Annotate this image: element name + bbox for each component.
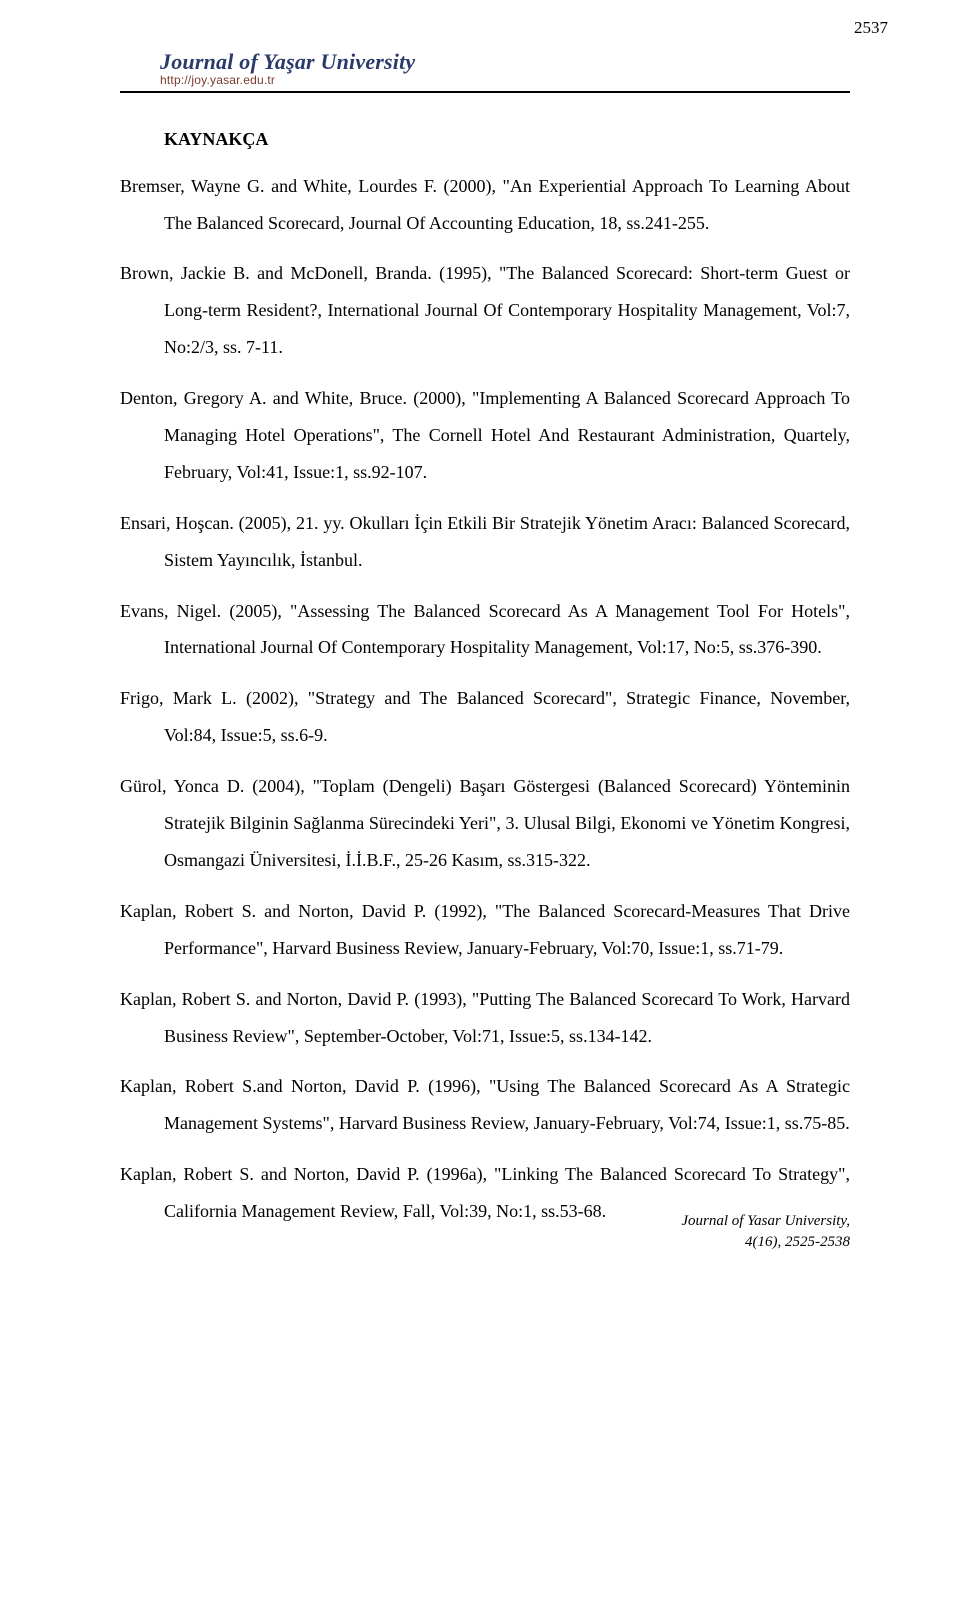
footer-issue: 4(16), 2525-2538 (681, 1232, 850, 1252)
crescent-icon (120, 51, 154, 85)
reference-entry: Evans, Nigel. (2005), "Assessing The Bal… (120, 593, 850, 667)
journal-name: Journal of Yaşar University (160, 50, 415, 73)
reference-entry: Bremser, Wayne G. and White, Lourdes F. … (120, 168, 850, 242)
page-container: 2537 Journal of Yaşar University http://… (0, 0, 960, 1284)
footer: Journal of Yasar University, 4(16), 2525… (681, 1211, 850, 1252)
reference-entry: Ensari, Hoşcan. (2005), 21. yy. Okulları… (120, 505, 850, 579)
journal-url: http://joy.yasar.edu.tr (160, 74, 415, 87)
page-number: 2537 (854, 18, 888, 38)
reference-entry: Gürol, Yonca D. (2004), "Toplam (Dengeli… (120, 768, 850, 879)
reference-entry: Kaplan, Robert S. and Norton, David P. (… (120, 981, 850, 1055)
footer-journal: Journal of Yasar University, (681, 1211, 850, 1231)
section-heading: KAYNAKÇA (120, 129, 850, 150)
journal-title-block: Journal of Yaşar University http://joy.y… (160, 50, 415, 87)
reference-entry: Brown, Jackie B. and McDonell, Branda. (… (120, 255, 850, 366)
reference-entry: Kaplan, Robert S.and Norton, David P. (1… (120, 1068, 850, 1142)
logo-row: Journal of Yaşar University http://joy.y… (120, 50, 850, 87)
reference-entry: Frigo, Mark L. (2002), "Strategy and The… (120, 680, 850, 754)
references-list: Bremser, Wayne G. and White, Lourdes F. … (120, 168, 850, 1230)
journal-header: Journal of Yaşar University http://joy.y… (120, 50, 850, 93)
reference-entry: Kaplan, Robert S. and Norton, David P. (… (120, 893, 850, 967)
reference-entry: Denton, Gregory A. and White, Bruce. (20… (120, 380, 850, 491)
